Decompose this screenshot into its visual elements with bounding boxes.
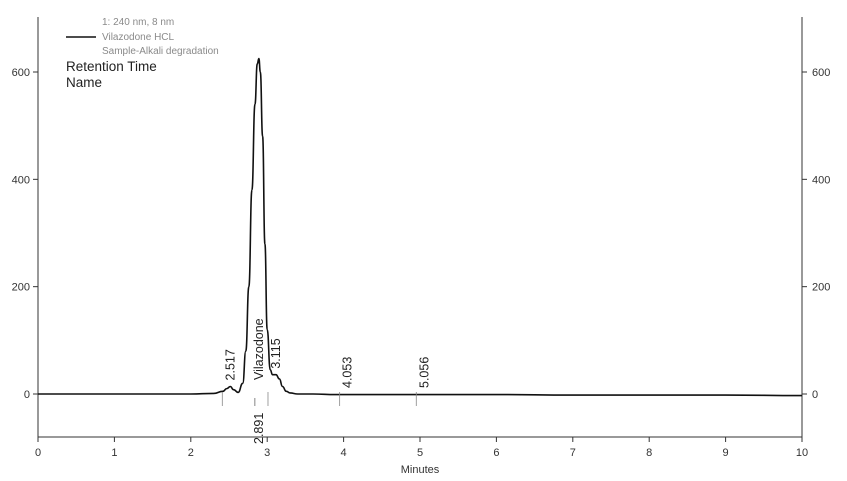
x-tick-label: 5 <box>417 447 423 459</box>
y-tick-label-left: 200 <box>12 282 30 294</box>
x-axis-label: Minutes <box>401 464 440 476</box>
peak-rt-label: 3.115 <box>269 338 283 368</box>
x-tick-label: 7 <box>570 447 576 459</box>
x-tick-label: 10 <box>796 447 808 459</box>
legend-series-line-2: Vilazodone HCL <box>102 32 175 43</box>
x-tick-label: 8 <box>646 447 652 459</box>
x-ticks: 0 1 2 3 4 5 6 7 8 9 10 <box>35 437 808 459</box>
y-tick-label-right: 200 <box>812 282 830 294</box>
legend: 1: 240 nm, 8 nm Vilazodone HCL Sample-Al… <box>66 17 219 90</box>
x-tick-label: 6 <box>493 447 499 459</box>
y-tick-label-left: 400 <box>12 174 30 186</box>
y-tick-label-right: 400 <box>812 174 830 186</box>
peak-rt-label: 5.056 <box>417 357 431 388</box>
x-tick-label: 9 <box>723 447 729 459</box>
peak-rt-label: 4.053 <box>341 357 355 388</box>
legend-series-line-1: 1: 240 nm, 8 nm <box>102 17 174 28</box>
peak-rt-label: 2.517 <box>223 349 237 380</box>
y-tick-label-right: 0 <box>812 389 818 401</box>
x-tick-label: 0 <box>35 447 41 459</box>
y-tick-label-right: 600 <box>812 67 830 79</box>
x-tick-label: 2 <box>188 447 194 459</box>
y-ticks-right: 0 200 400 600 <box>802 67 830 401</box>
peak-rt-label: 2.891 <box>252 413 266 444</box>
legend-name: Name <box>66 75 102 90</box>
x-tick-label: 4 <box>341 447 347 459</box>
legend-retention-time: Retention Time <box>66 59 157 74</box>
chromatogram-trace <box>38 57 803 397</box>
x-tick-label: 3 <box>264 447 270 459</box>
y-ticks-left: 0 200 400 600 <box>12 67 38 401</box>
y-tick-label-left: 600 <box>12 67 30 79</box>
y-tick-label-left: 0 <box>24 389 30 401</box>
legend-series-line-3: Sample-Alkali degradation <box>102 46 219 57</box>
peak-labels: 2.517 2.891 Vilazodone 3.115 4.053 5.056 <box>221 318 431 444</box>
peak-name-label: Vilazodone <box>252 318 266 380</box>
x-tick-label: 1 <box>111 447 117 459</box>
